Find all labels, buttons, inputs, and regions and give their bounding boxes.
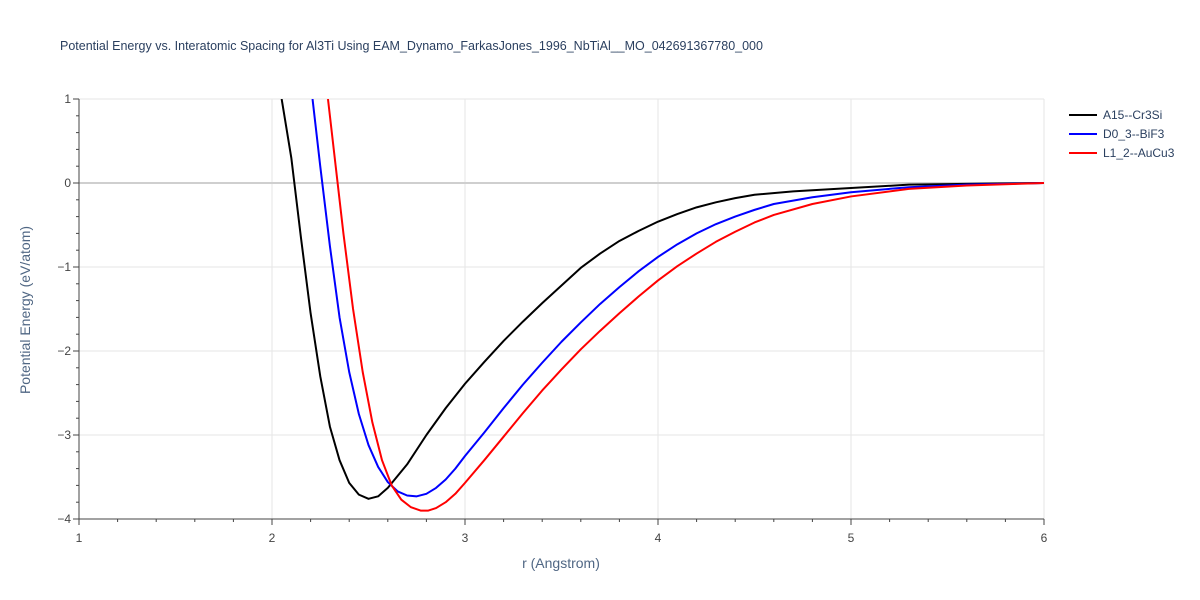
y-tick-label: 0 — [64, 176, 71, 190]
x-tick-label: 1 — [76, 531, 83, 545]
x-tick-label: 4 — [655, 531, 662, 545]
legend-label: D0_3--BiF3 — [1103, 127, 1165, 141]
legend-label: L1_2--AuCu3 — [1103, 146, 1175, 160]
legend-label: A15--Cr3Si — [1103, 108, 1162, 122]
series-line-2 — [326, 99, 1044, 512]
grid — [79, 98, 1045, 519]
plot-area — [280, 99, 1044, 512]
legend: A15--Cr3Si D0_3--BiF3 L1_2--AuCu3 — [1069, 108, 1175, 160]
y-axis-title: Potential Energy (eV/atom) — [17, 226, 33, 394]
y-tick-label: −2 — [57, 344, 71, 358]
y-tick-label: −1 — [57, 260, 71, 274]
x-tick-label: 2 — [269, 531, 276, 545]
x-tick-label: 5 — [848, 531, 855, 545]
x-axis-title: r (Angstrom) — [522, 555, 600, 571]
y-tick-label: 1 — [64, 92, 71, 106]
y-tick-label: −4 — [57, 512, 71, 526]
series-line-0 — [280, 99, 1044, 500]
axes: 1 2 3 4 5 6 −4 −3 −2 −1 0 1 — [57, 92, 1047, 545]
x-tick-label: 6 — [1041, 531, 1048, 545]
series-line-1 — [311, 99, 1044, 498]
x-tick-label: 3 — [462, 531, 469, 545]
chart-title: Potential Energy vs. Interatomic Spacing… — [60, 39, 763, 53]
y-tick-label: −3 — [57, 428, 71, 442]
